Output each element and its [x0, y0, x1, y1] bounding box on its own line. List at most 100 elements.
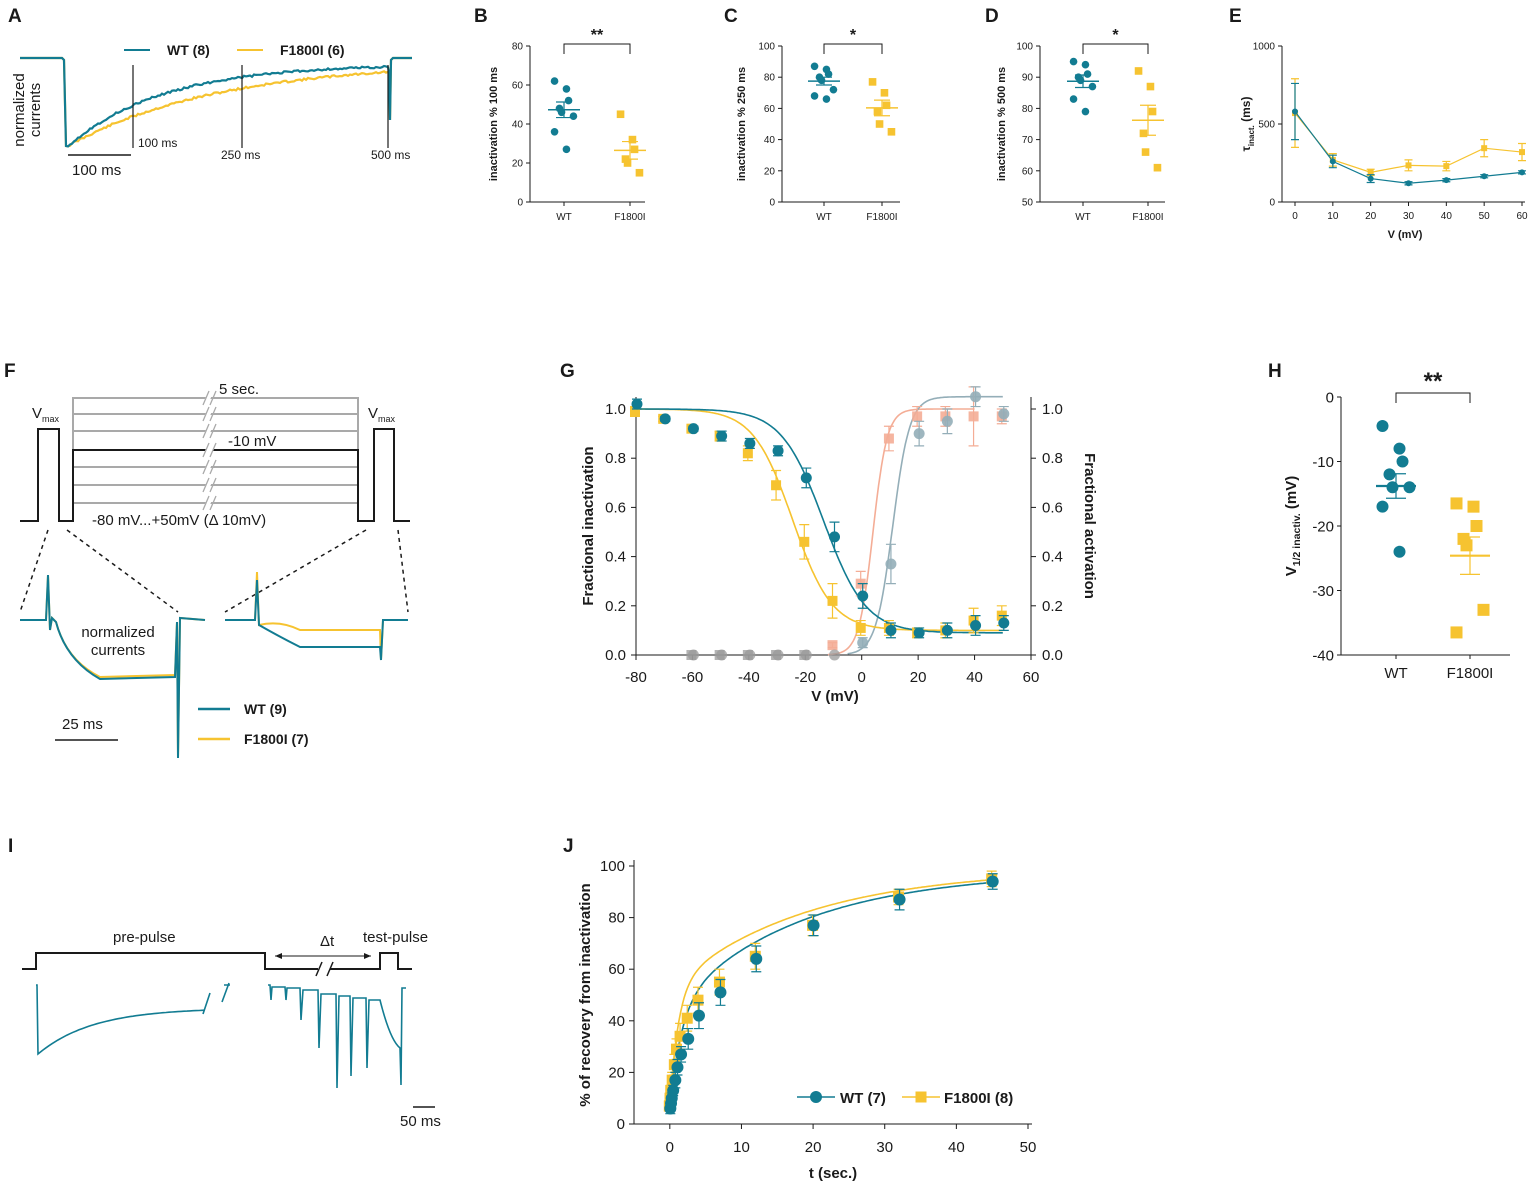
data-point	[1329, 158, 1336, 165]
data-point	[562, 85, 571, 93]
data-point	[1069, 95, 1078, 103]
data-point	[674, 1030, 686, 1042]
y-tick-label: 500	[1258, 120, 1275, 131]
break-mark	[209, 423, 217, 439]
scalebar-label: 100 ms	[72, 162, 121, 179]
data-point	[893, 893, 906, 906]
wt-trace-right	[225, 579, 408, 661]
data-point	[569, 112, 578, 120]
activation-point	[941, 415, 953, 427]
x-tick-label: 60	[1516, 211, 1528, 222]
panel-j-recovery: J 0 20 40 60 80 100 0 10 20 30 40 50 t (sec.) % of re…	[563, 836, 1036, 1182]
x-tick-label: 40	[948, 1139, 965, 1156]
recovery-current-trace	[36, 984, 406, 1089]
y-tick-label: 0.0	[605, 647, 626, 664]
y-axis-label: inactivation % 100 ms	[488, 67, 500, 181]
x-tick-label: WT	[556, 212, 572, 223]
legend-marker-mutant	[915, 1091, 927, 1103]
y2-axis-label: Fractional activation	[1081, 453, 1098, 599]
data-point	[675, 1048, 688, 1061]
activation-point	[800, 649, 812, 661]
holding-label: -10 mV	[228, 433, 276, 450]
y-tick-label: 70	[1022, 135, 1034, 146]
y-tick-label: 1.0	[605, 401, 626, 418]
vmax-label-left: Vmax	[32, 405, 60, 424]
y-tick-label: 20	[512, 159, 524, 170]
data-point	[692, 994, 704, 1006]
legend-label-mutant: F1800I (7)	[244, 731, 309, 747]
break-mark	[326, 961, 334, 977]
fit-curve	[669, 878, 993, 1106]
x-tick-label: 20	[805, 1139, 822, 1156]
activation-point	[829, 649, 840, 661]
data-point	[1367, 169, 1374, 176]
data-point	[630, 145, 639, 154]
break-mark	[202, 442, 210, 458]
panel-label-b: B	[474, 6, 488, 27]
y-tick-label: 0.2	[605, 598, 626, 615]
y-tick-label: 40	[608, 1013, 625, 1030]
panel-label-d: D	[985, 6, 999, 27]
panel-label-j: J	[563, 836, 574, 857]
y-tick-label: 80	[608, 910, 625, 927]
panel-a-traces: A 100 ms 250 ms 500 ms WT (8) F1800I (6)…	[8, 6, 412, 179]
panel-i-protocol: I pre-pulse Δt test-pulse 50 ms	[8, 836, 441, 1130]
y-tick-label: -40	[1312, 647, 1334, 664]
zoom-line	[19, 529, 49, 613]
break-gap	[202, 423, 214, 439]
chart-h: -40 -30 -20 -10 0 V1/2 inactiv. (mV) WT F1800I *…	[1283, 368, 1510, 682]
y2-tick-label: 0.4	[1042, 549, 1063, 566]
data-point	[1386, 481, 1399, 494]
data-point	[1383, 468, 1396, 481]
mutant-current-trace	[20, 56, 412, 148]
data-point	[875, 120, 884, 128]
vmax-label-right: Vmax	[368, 405, 396, 424]
break-mark	[209, 477, 217, 493]
data-point	[1141, 148, 1150, 156]
y-tick-label: 40	[764, 135, 776, 146]
y-tick-label: 0	[617, 1116, 625, 1133]
data-point	[824, 70, 833, 78]
break-mark	[202, 459, 210, 475]
break-mark	[315, 961, 323, 977]
steps-label: -80 mV...+50mV (Δ 10mV)	[92, 512, 266, 529]
data-point	[1481, 173, 1488, 180]
inactivation-point	[742, 448, 753, 459]
break-mark	[202, 406, 210, 422]
panel-label-c: C	[724, 6, 738, 27]
data-point	[550, 128, 559, 136]
x-tick-label: WT	[1075, 212, 1091, 223]
data-point	[669, 1074, 682, 1087]
break-mark	[209, 459, 217, 475]
data-point	[628, 135, 637, 144]
data-point	[1376, 500, 1389, 513]
x-tick-label: F1800I	[1447, 665, 1494, 682]
y-tick-label: 90	[1022, 73, 1034, 84]
data-point	[1450, 626, 1463, 639]
ylabel-line2: currents	[27, 83, 44, 137]
x-tick-label: -80	[625, 669, 647, 686]
activation-point	[912, 411, 923, 422]
panel-f-protocol: F 5 sec. -10 mV -80 mV...+50mV (Δ 10mV) …	[4, 361, 410, 759]
y-axis-label: Fractional inactivation	[580, 446, 597, 605]
data-point	[1069, 57, 1078, 66]
y-tick-label: -30	[1312, 583, 1334, 600]
data-point	[750, 952, 763, 965]
panel-g-boltzmann: G 0.0 0.0 0.2 0.2 0.4 0.4 0.6 0.6 0.8 0.8 1.0 1.0 -8…	[560, 361, 1098, 705]
data-point	[1467, 500, 1480, 513]
x-tick-label: 20	[1365, 211, 1377, 222]
y-tick-label: 80	[1022, 104, 1034, 115]
x-tick-label: 30	[876, 1139, 893, 1156]
y-axis-label: V1/2 inactiv. (mV)	[1283, 476, 1303, 576]
zoom-line	[397, 529, 409, 613]
activation-point	[687, 649, 699, 661]
y-tick-label: 0.6	[605, 499, 626, 516]
legend-label-wt: WT (8)	[167, 42, 210, 58]
chart-c: 0 20 40 60 80 100 inactivation % 250 ms WT F1800…	[736, 27, 900, 223]
data-point	[1460, 539, 1473, 552]
y-tick-label: 0.8	[605, 450, 626, 467]
x-tick-label: F1800I	[614, 212, 645, 223]
inactivation-point	[800, 472, 812, 484]
x-tick-label: 50	[1479, 211, 1491, 222]
